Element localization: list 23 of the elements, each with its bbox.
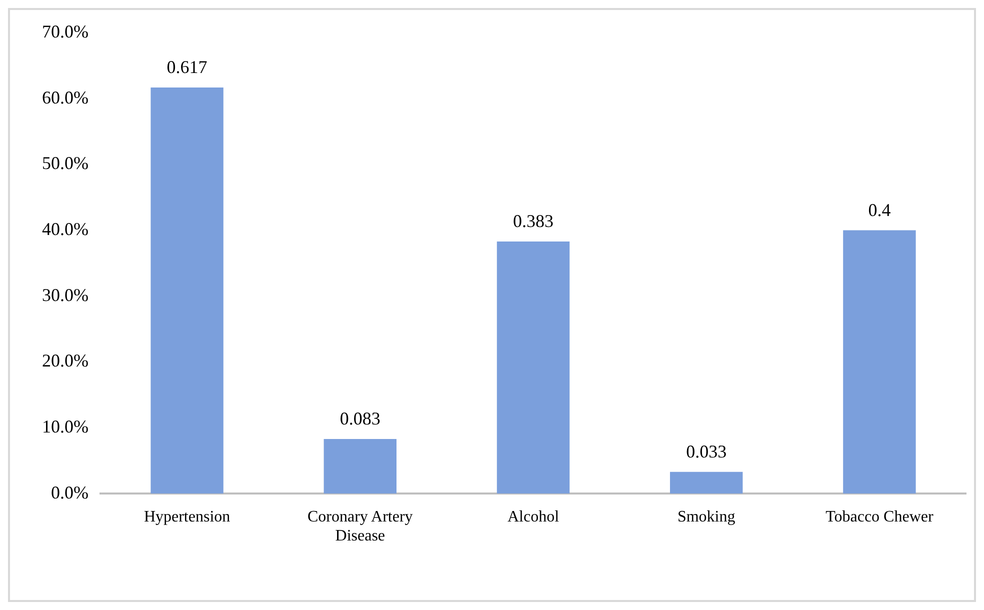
x-tick-label: Smoking <box>677 508 736 526</box>
bar <box>150 87 224 494</box>
y-tick-label: 30.0% <box>42 284 88 305</box>
bar <box>496 241 570 494</box>
x-tick-label: Tobacco Chewer <box>826 508 934 526</box>
bar <box>670 472 743 494</box>
x-tick-label: Alcohol <box>507 508 560 526</box>
y-tick-label: 70.0% <box>42 22 88 42</box>
x-tick-label: Hypertension <box>144 508 230 526</box>
data-label: 0.4 <box>868 200 891 220</box>
y-tick-label: 60.0% <box>42 87 88 108</box>
bar <box>324 438 396 494</box>
bar <box>843 230 916 494</box>
data-label: 0.083 <box>340 408 380 429</box>
data-label: 0.383 <box>512 211 554 232</box>
data-label: 0.033 <box>686 442 727 462</box>
data-label: 0.617 <box>166 57 208 78</box>
x-tick-label: Coronary Artery Disease <box>307 508 413 545</box>
y-tick-label: 10.0% <box>42 416 88 437</box>
y-tick-label: 0.0% <box>50 482 88 502</box>
y-tick-label: 20.0% <box>42 350 88 371</box>
y-tick-label: 50.0% <box>42 153 88 174</box>
y-tick-label: 40.0% <box>42 219 88 240</box>
